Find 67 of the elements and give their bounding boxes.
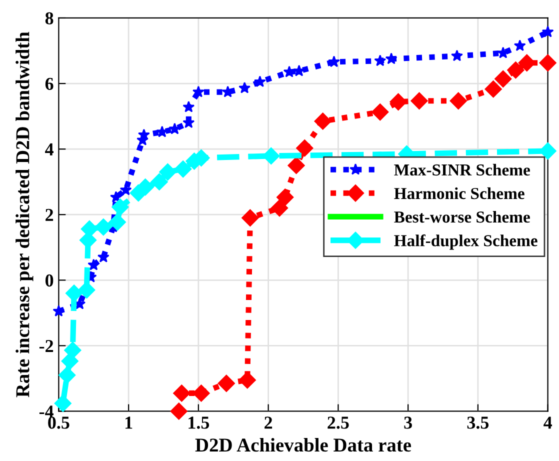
y-tick-label: 6 bbox=[45, 78, 54, 90]
point bbox=[120, 184, 132, 196]
point bbox=[542, 26, 554, 38]
point bbox=[52, 305, 65, 316]
x-tick-label: 2 bbox=[264, 416, 272, 429]
point bbox=[270, 199, 288, 217]
y-axis-title: Rate increase per dedicated D2D bandwidth bbox=[16, 32, 34, 398]
point bbox=[484, 80, 502, 98]
point bbox=[385, 52, 398, 64]
point bbox=[238, 82, 251, 94]
legend-label: Harmonic Scheme bbox=[394, 187, 524, 200]
point bbox=[138, 128, 150, 140]
x-tick-label: 2.5 bbox=[328, 416, 349, 429]
point bbox=[174, 160, 192, 178]
y-tick-label: 0 bbox=[45, 274, 54, 287]
point bbox=[262, 147, 280, 164]
x-tick-label: 4 bbox=[544, 416, 552, 429]
point bbox=[390, 93, 407, 110]
y-tick-label: 4 bbox=[45, 143, 54, 156]
legend-label: Best-worse Scheme bbox=[394, 210, 530, 223]
x-axis-title: D2D Achievable Data rate bbox=[195, 438, 412, 452]
point bbox=[182, 100, 195, 112]
point bbox=[66, 284, 83, 302]
point bbox=[242, 209, 259, 226]
point bbox=[507, 62, 524, 79]
point bbox=[238, 372, 256, 389]
x-tick-label: 3 bbox=[404, 416, 412, 429]
y-tick-label: 8 bbox=[45, 12, 54, 24]
point bbox=[451, 50, 463, 62]
point bbox=[150, 173, 168, 190]
point bbox=[54, 394, 72, 412]
point bbox=[170, 402, 188, 420]
y-tick-label: -4 bbox=[39, 406, 54, 418]
point bbox=[173, 384, 190, 402]
point bbox=[276, 188, 294, 206]
point bbox=[296, 140, 314, 157]
point bbox=[94, 218, 112, 236]
point bbox=[136, 178, 154, 196]
point bbox=[108, 214, 126, 231]
point bbox=[112, 198, 129, 216]
y-tick-label: -2 bbox=[39, 340, 54, 352]
point bbox=[328, 56, 340, 68]
point bbox=[314, 112, 332, 130]
point bbox=[64, 342, 82, 359]
point bbox=[192, 86, 204, 98]
point bbox=[58, 366, 76, 384]
point bbox=[288, 156, 305, 174]
point bbox=[518, 54, 536, 72]
point bbox=[514, 40, 526, 52]
x-tick-label: 0.5 bbox=[48, 416, 70, 429]
point bbox=[494, 70, 512, 88]
point bbox=[218, 374, 235, 392]
point bbox=[539, 54, 556, 72]
point bbox=[374, 54, 386, 66]
y-tick-label: 2 bbox=[46, 208, 54, 221]
point bbox=[88, 258, 100, 270]
point bbox=[410, 92, 428, 110]
point bbox=[372, 103, 389, 121]
point bbox=[192, 384, 210, 402]
x-tick-label: 1 bbox=[126, 416, 132, 429]
x-tick-label: 1.5 bbox=[188, 416, 210, 429]
x-tick-label: 3.5 bbox=[467, 416, 489, 429]
point bbox=[159, 163, 176, 181]
legend-label: Half-duplex Scheme bbox=[394, 234, 538, 250]
point bbox=[450, 92, 467, 110]
point bbox=[254, 76, 266, 88]
legend-label: Max-SINR Scheme bbox=[394, 164, 530, 176]
